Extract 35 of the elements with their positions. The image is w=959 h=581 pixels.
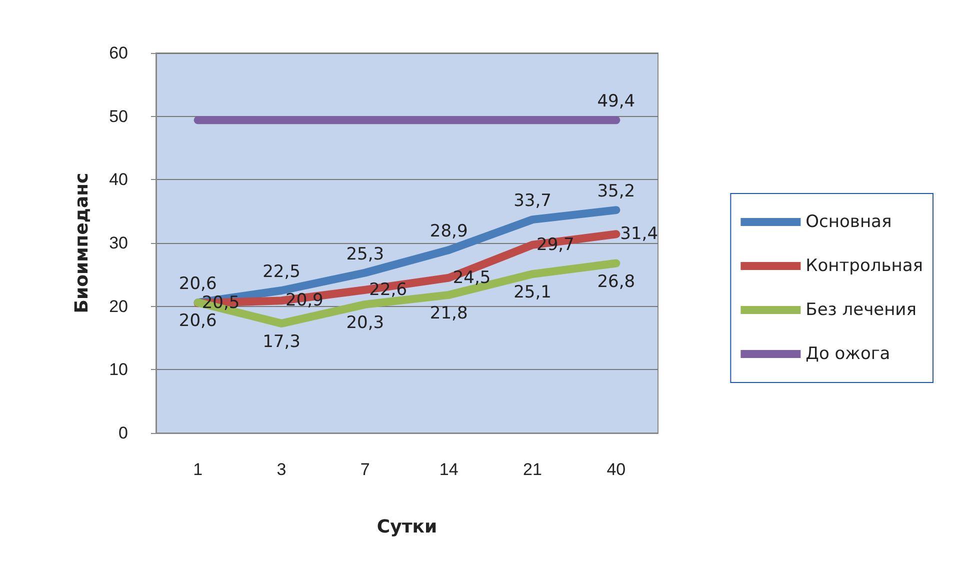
legend-label: Основная <box>806 212 892 232</box>
data-label: 28,9 <box>430 221 468 242</box>
data-label: 20,6 <box>178 274 217 294</box>
data-label: 31,4 <box>620 224 658 244</box>
legend-label: Без лечения <box>806 300 916 320</box>
x-tick-label: 7 <box>360 460 370 479</box>
y-tick-label: 10 <box>109 360 128 380</box>
y-tick-label: 40 <box>109 170 128 190</box>
data-label: 20,5 <box>202 293 240 314</box>
legend-label: До ожога <box>806 344 890 364</box>
x-tick-label: 1 <box>193 460 203 479</box>
data-label: 21,8 <box>430 303 468 324</box>
data-label: 49,4 <box>597 92 636 112</box>
data-label: 26,8 <box>597 272 636 292</box>
data-label: 33,7 <box>514 191 552 212</box>
x-axis-title: Сутки <box>376 516 438 538</box>
y-tick-label: 30 <box>109 234 128 252</box>
legend-label: Контрольная <box>806 256 924 276</box>
y-tick-label: 0 <box>118 424 128 442</box>
data-label: 24,5 <box>452 268 491 288</box>
data-label: 25,1 <box>514 282 552 303</box>
data-label: 17,3 <box>262 332 300 352</box>
data-label: 22,5 <box>262 262 300 282</box>
y-axis-title: Биоимпеданс <box>72 172 92 314</box>
x-tick-label: 14 <box>439 460 458 479</box>
y-tick-label: 20 <box>109 296 128 316</box>
data-label: 35,2 <box>597 182 636 202</box>
data-label: 20,6 <box>178 311 217 332</box>
x-tick-label: 3 <box>276 460 286 479</box>
data-label: 20,3 <box>346 312 384 333</box>
y-tick-label: 60 <box>109 44 128 62</box>
x-tick-label: 21 <box>523 460 542 479</box>
y-tick-label: 50 <box>109 106 128 126</box>
data-label: 25,3 <box>346 244 384 264</box>
x-tick-label: 40 <box>606 460 626 479</box>
